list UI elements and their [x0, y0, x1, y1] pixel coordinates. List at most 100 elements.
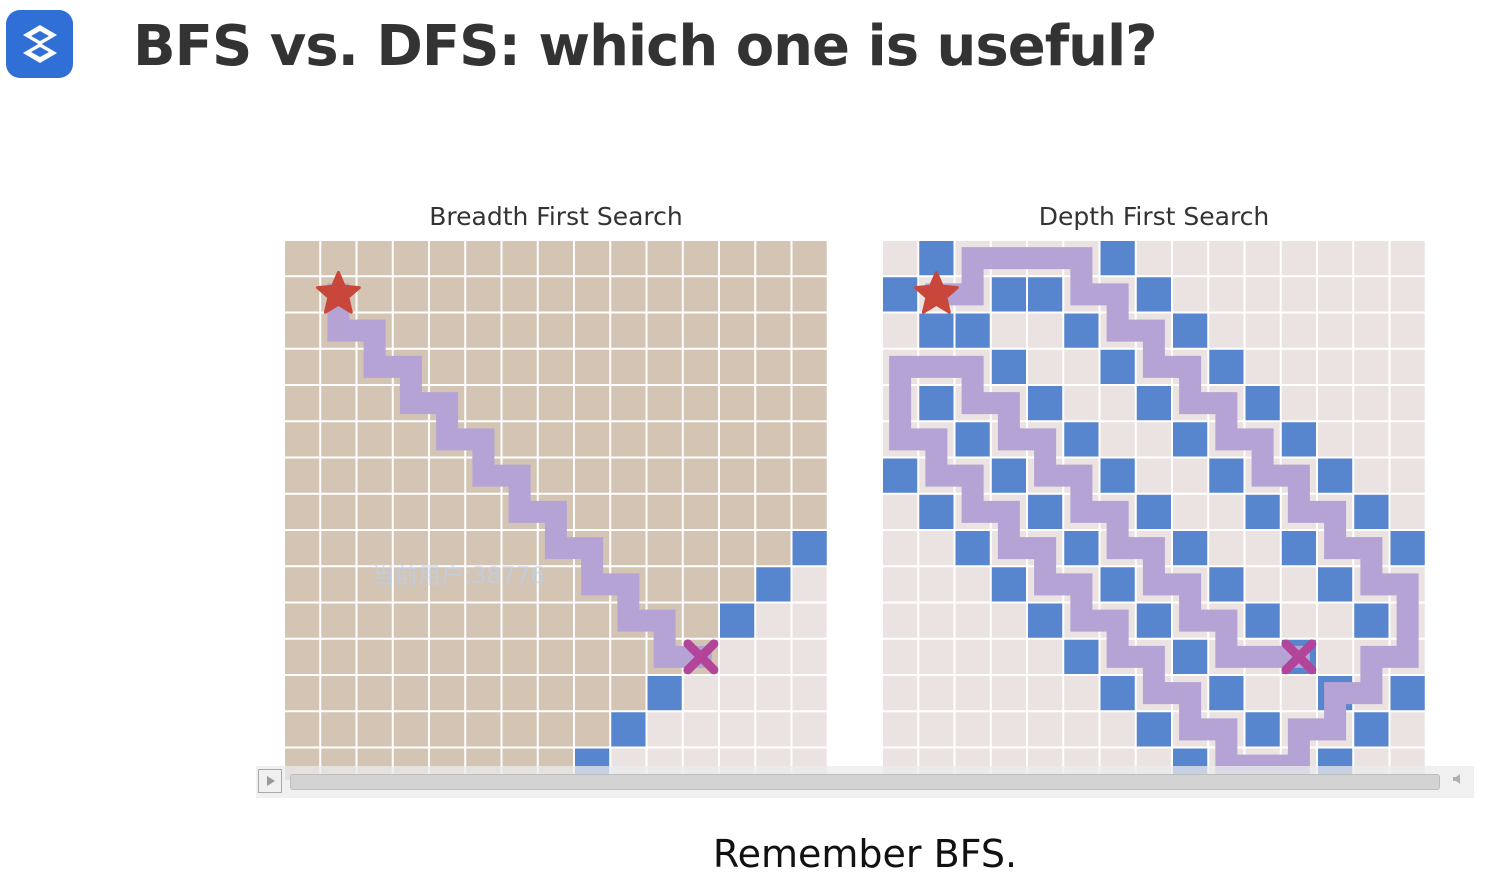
- volume-icon: [1453, 774, 1460, 784]
- grid-cell: [392, 638, 429, 675]
- grid-cell: [646, 530, 683, 567]
- grid-cell: [610, 348, 647, 385]
- grid-cell: [1027, 638, 1064, 675]
- grid-cell: [791, 240, 828, 277]
- wall-cell: [1099, 675, 1136, 712]
- grid-cell: [429, 530, 466, 567]
- grid-cell: [682, 493, 719, 530]
- grid-cell: [646, 711, 683, 748]
- grid-cell: [682, 348, 719, 385]
- wall-cell: [646, 675, 683, 712]
- wall-cell: [1099, 240, 1136, 277]
- grid-cell: [1244, 312, 1281, 349]
- grid-cell: [610, 421, 647, 458]
- grid-cell: [1208, 276, 1245, 313]
- grid-cell: [682, 385, 719, 422]
- grid-cell: [610, 385, 647, 422]
- grid-cell: [465, 602, 502, 639]
- x-mark-icon: [683, 639, 719, 675]
- grid-cell: [1317, 276, 1354, 313]
- dfs-grid: [882, 240, 1426, 780]
- grid-cell: [1353, 457, 1390, 494]
- wall-cell: [1172, 530, 1209, 567]
- wall-cell: [1172, 638, 1209, 675]
- wall-cell: [1280, 530, 1317, 567]
- grid-cell: [990, 602, 1027, 639]
- grid-cell: [284, 675, 321, 712]
- grid-cell: [755, 457, 792, 494]
- grid-cell: [882, 711, 919, 748]
- wall-cell: [1135, 602, 1172, 639]
- wall-cell: [791, 530, 828, 567]
- grid-cell: [719, 312, 756, 349]
- grid-cell: [954, 675, 991, 712]
- wall-cell: [1208, 566, 1245, 603]
- grid-cell: [501, 421, 538, 458]
- wall-cell: [1389, 530, 1426, 567]
- grid-cell: [719, 348, 756, 385]
- wall-cell: [1244, 493, 1281, 530]
- grid-cell: [1280, 240, 1317, 277]
- grid-cell: [392, 240, 429, 277]
- grid-cell: [791, 602, 828, 639]
- x-mark-icon: [1281, 639, 1317, 675]
- grid-cell: [501, 566, 538, 603]
- grid-cell: [719, 566, 756, 603]
- grid-cell: [392, 566, 429, 603]
- grid-cell: [429, 493, 466, 530]
- wall-cell: [1208, 348, 1245, 385]
- star-icon: [316, 270, 361, 314]
- wall-cell: [1027, 493, 1064, 530]
- grid-cell: [719, 711, 756, 748]
- grid-cell: [882, 638, 919, 675]
- grid-cell: [537, 240, 574, 277]
- grid-cell: [501, 675, 538, 712]
- grid-cell: [755, 312, 792, 349]
- grid-cell: [284, 240, 321, 277]
- bfs-grid: [284, 240, 828, 780]
- wall-cell: [882, 276, 919, 313]
- wall-cell: [918, 240, 955, 277]
- grid-cell: [954, 711, 991, 748]
- grid-cell: [574, 385, 611, 422]
- grid-cell: [465, 493, 502, 530]
- grid-cell: [465, 638, 502, 675]
- grid-cell: [320, 675, 357, 712]
- grid-cell: [646, 566, 683, 603]
- grid-cell: [682, 312, 719, 349]
- grid-cell: [574, 276, 611, 313]
- wall-cell: [1353, 602, 1390, 639]
- volume-button[interactable]: [1448, 772, 1470, 792]
- grid-cell: [284, 530, 321, 567]
- grid-cell: [990, 638, 1027, 675]
- grid-cell: [1244, 530, 1281, 567]
- grid-cell: [465, 348, 502, 385]
- grid-cell: [465, 240, 502, 277]
- grid-cell: [501, 312, 538, 349]
- grid-cell: [392, 493, 429, 530]
- wall-cell: [1389, 675, 1426, 712]
- wall-cell: [1099, 348, 1136, 385]
- play-button[interactable]: [258, 769, 282, 793]
- grid-cell: [501, 602, 538, 639]
- grid-cell: [1353, 276, 1390, 313]
- grid-cell: [537, 675, 574, 712]
- grid-cell: [574, 675, 611, 712]
- grid-cell: [882, 493, 919, 530]
- grid-cell: [1208, 240, 1245, 277]
- grid-cell: [574, 421, 611, 458]
- grid-cell: [284, 385, 321, 422]
- grid-cell: [1353, 385, 1390, 422]
- grid-cell: [755, 711, 792, 748]
- grid-cell: [537, 602, 574, 639]
- video-progress-track[interactable]: [290, 774, 1440, 790]
- grid-cell: [320, 493, 357, 530]
- grid-cell: [429, 566, 466, 603]
- grid-cell: [1389, 276, 1426, 313]
- grid-cell: [574, 602, 611, 639]
- grid-cell: [429, 312, 466, 349]
- wall-cell: [1317, 457, 1354, 494]
- grid-cell: [537, 711, 574, 748]
- grid-cell: [356, 530, 393, 567]
- grid-cell: [465, 675, 502, 712]
